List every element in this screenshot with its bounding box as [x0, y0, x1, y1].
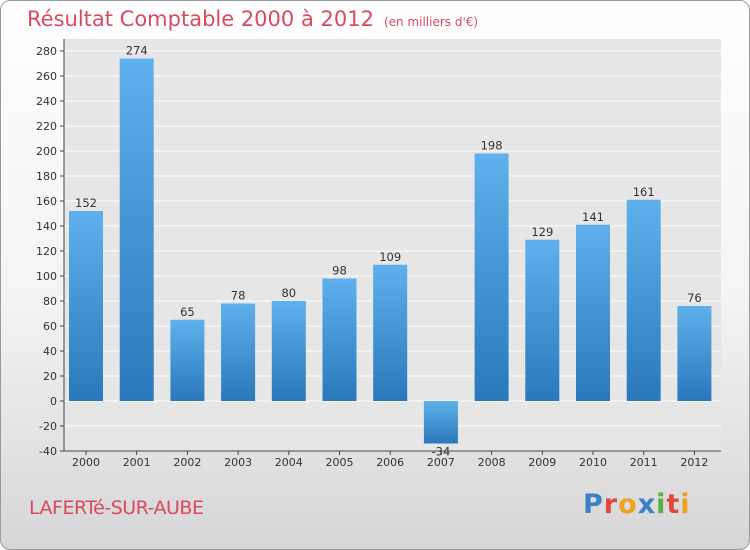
- data-label-2010: 141: [582, 210, 604, 224]
- y-tick-label: 260: [36, 70, 57, 83]
- y-tick-label: 140: [36, 220, 57, 233]
- bar-2008: [474, 153, 509, 401]
- bar-2004: [271, 301, 306, 401]
- y-tick-label: -20: [39, 420, 57, 433]
- bar-2000: [69, 211, 103, 401]
- bar-2005: [322, 278, 357, 401]
- data-label-2012: 76: [687, 291, 702, 305]
- y-tick-label: 120: [36, 245, 57, 258]
- x-tick-label: 2011: [630, 456, 658, 469]
- logo-letter: t: [666, 489, 681, 520]
- x-tick-label: 2010: [579, 456, 607, 469]
- x-tick-label: 2008: [478, 456, 506, 469]
- y-tick-label: 40: [43, 345, 57, 358]
- y-tick-label: 60: [43, 320, 57, 333]
- logo-letter: o: [618, 489, 638, 520]
- data-label-2008: 198: [481, 139, 503, 153]
- data-label-2006: 109: [379, 250, 401, 264]
- y-tick-label: -40: [39, 445, 57, 458]
- bars: [69, 58, 712, 444]
- bar-2010: [576, 224, 610, 401]
- proxiti-logo: Proxiti: [583, 489, 691, 520]
- y-tick-label: 160: [36, 195, 57, 208]
- y-tick-label: 280: [36, 45, 57, 58]
- x-tick-label: 2000: [72, 456, 100, 469]
- x-tick-label: 2003: [224, 456, 252, 469]
- bar-2006: [373, 264, 408, 401]
- x-tick-label: 2004: [275, 456, 303, 469]
- logo-letter: i: [656, 489, 667, 520]
- chart-title-text: Résultat Comptable 2000 à 2012: [27, 7, 374, 31]
- y-tick-label: 0: [50, 395, 57, 408]
- x-tick-label: 2002: [173, 456, 201, 469]
- x-tick-label: 2012: [680, 456, 708, 469]
- y-tick-label: 220: [36, 120, 57, 133]
- data-label-2002: 65: [180, 305, 195, 319]
- logo-letter: i: [680, 489, 691, 520]
- bar-chart: -40 -20 0 20 40 60 80 100 120 140 160 180 200 220 240 2…: [36, 39, 721, 469]
- x-tick-label: 2005: [326, 456, 354, 469]
- x-tick-label: 2007: [427, 456, 455, 469]
- y-tick-label: 240: [36, 95, 57, 108]
- commune-name: LAFERTé-SUR-AUBE: [29, 497, 204, 519]
- x-tick-label: 2009: [528, 456, 556, 469]
- data-label-2004: 80: [281, 286, 296, 300]
- bar-2012: [677, 306, 712, 401]
- y-tick-label: 80: [43, 295, 57, 308]
- bar-2002: [170, 319, 205, 401]
- x-tick-label: 2006: [376, 456, 404, 469]
- y-tick-label: 20: [43, 370, 57, 383]
- data-label-2001: 274: [126, 44, 148, 58]
- data-labels: 152 274 65 78 80 98 109 -34 198 129 141 161 76: [75, 44, 702, 459]
- logo-letter: r: [603, 489, 619, 520]
- bar-2011: [626, 199, 661, 401]
- bar-2001: [119, 58, 154, 401]
- data-label-2000: 152: [75, 196, 97, 210]
- y-tick-label: 200: [36, 145, 57, 158]
- y-tick-label: 180: [36, 170, 57, 183]
- logo-letter: x: [637, 489, 657, 520]
- chart-title: Résultat Comptable 2000 à 2012 (en millie…: [27, 7, 478, 31]
- chart-unit: (en milliers d'€): [383, 15, 479, 29]
- bar-2009: [525, 239, 560, 401]
- y-tick-label: 100: [36, 270, 57, 283]
- bar-2007: [423, 401, 458, 444]
- logo-letter: P: [583, 489, 604, 520]
- bar-2003: [221, 303, 256, 401]
- data-label-2005: 98: [332, 264, 347, 278]
- data-label-2007: -34: [432, 445, 451, 459]
- x-tick-label: 2001: [123, 456, 151, 469]
- data-label-2011: 161: [633, 185, 655, 199]
- axes: -40 -20 0 20 40 60 80 100 120 140 160 180 200 220 240 2…: [36, 39, 721, 469]
- data-label-2009: 129: [531, 225, 553, 239]
- data-label-2003: 78: [231, 289, 246, 303]
